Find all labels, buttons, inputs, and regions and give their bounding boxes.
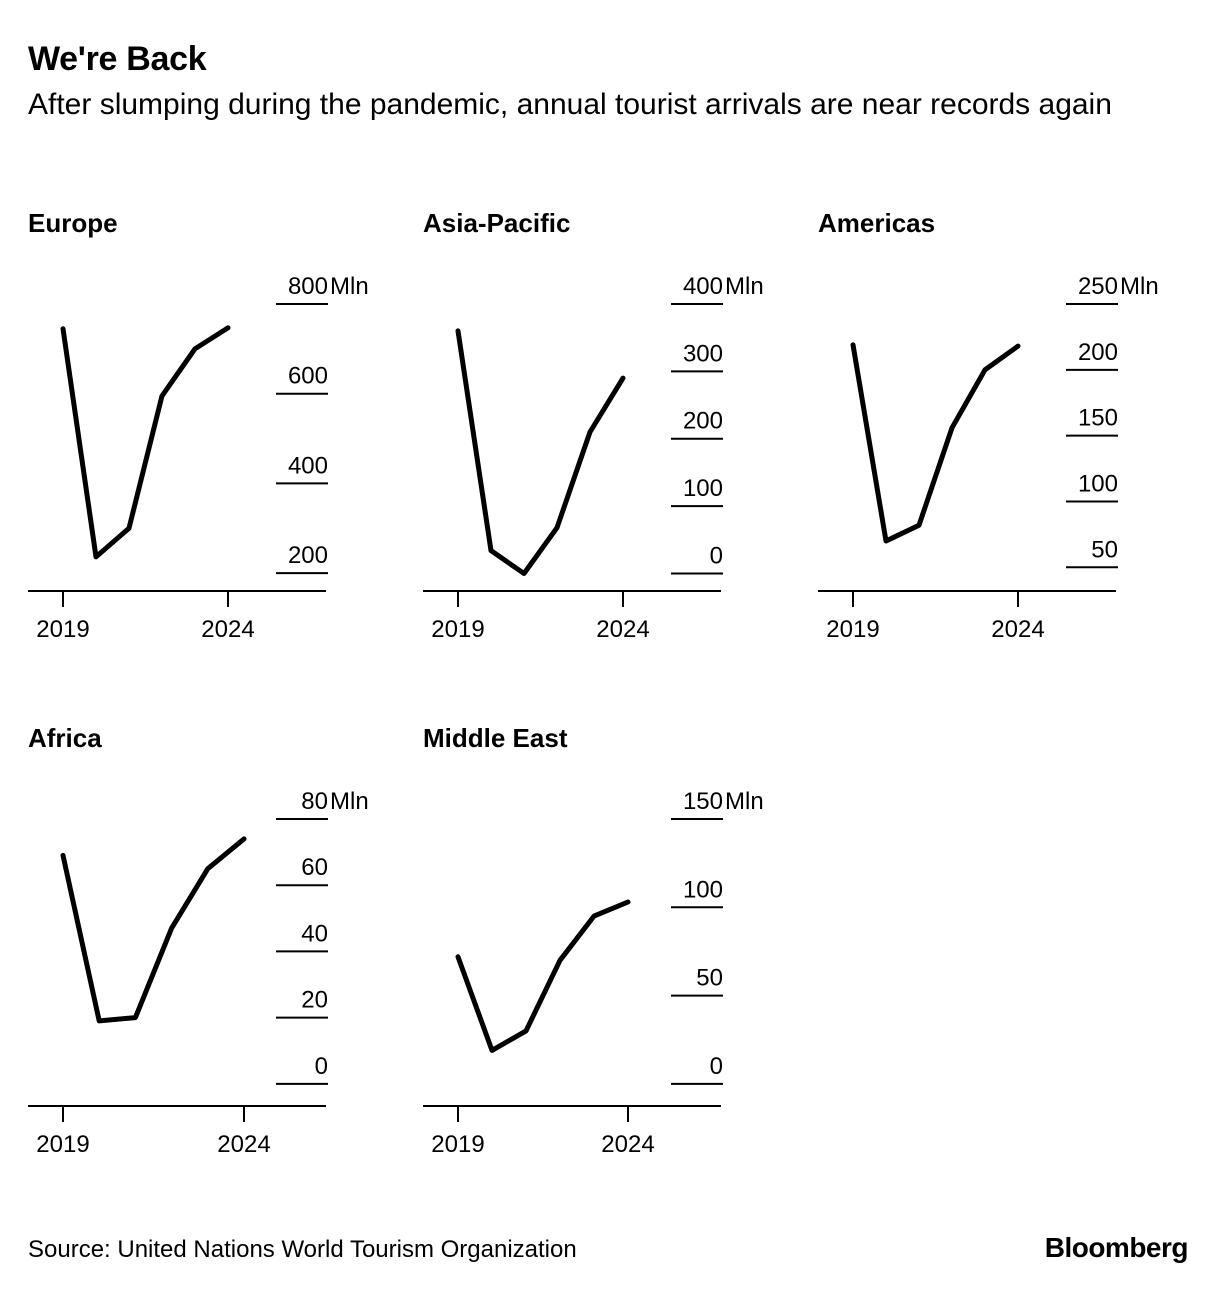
series-line [60,836,247,1024]
x-tick-label: 2024 [991,616,1044,643]
panel-middle-east: Middle East 0 50 100 150 Mln 2019 2024 [423,723,803,1193]
y-unit-label: Mln [330,273,369,300]
x-tick-label: 2024 [217,1131,270,1158]
y-tick-label: 0 [710,542,723,569]
y-tick-label: 800 [288,273,328,300]
y-tick-label: 50 [696,965,723,992]
y-unit-label: Mln [725,788,764,815]
y-tick-label: 400 [288,452,328,479]
panel-title: Asia-Pacific [423,208,571,238]
panel-africa: Africa 0 20 40 60 80 Mln 2019 2024 [28,723,408,1193]
panel-americas: Americas 50 100 150 200 250 Mln 2019 2024 [818,208,1198,678]
y-tick-label: 0 [315,1053,328,1080]
y-tick-label: 250 [1078,273,1118,300]
panel-title: Americas [818,208,936,238]
series-line [850,342,1021,544]
line-chart: 200 400 600 800 Mln 2019 2024 [28,273,369,643]
series-line [60,325,231,560]
y-tick-label: 60 [301,854,328,881]
x-tick-label: 2019 [431,1131,484,1158]
y-tick-label: 0 [710,1053,723,1080]
line-chart: 50 100 150 200 250 Mln 2019 2024 [818,273,1159,643]
y-unit-label: Mln [1120,273,1159,300]
chart-subtitle: After slumping during the pandemic, annu… [28,88,1112,121]
panel-europe: Europe 200 400 600 800 Mln 2019 2024 [28,208,408,678]
panel-title: Africa [28,723,102,753]
y-tick-label: 20 [301,987,328,1014]
x-tick-label: 2019 [36,1131,89,1158]
x-tick-label: 2019 [36,616,89,643]
panel-asia-pacific: Asia-Pacific 0 100 200 300 400 Mln 2019 2024 [423,208,803,678]
x-tick-label: 2019 [826,616,879,643]
y-tick-label: 150 [1078,405,1118,432]
source-note: Source: United Nations World Tourism Org… [28,1236,577,1263]
y-unit-label: Mln [330,788,369,815]
x-tick-label: 2024 [596,616,649,643]
y-tick-label: 80 [301,788,328,815]
series-line [455,899,631,1053]
y-tick-label: 40 [301,920,328,947]
x-tick-label: 2024 [201,616,254,643]
y-tick-label: 100 [1078,470,1118,497]
y-tick-label: 200 [683,408,723,435]
y-tick-label: 600 [288,363,328,390]
y-tick-label: 300 [683,340,723,367]
y-tick-label: 400 [683,273,723,300]
y-tick-label: 100 [683,876,723,903]
y-tick-label: 200 [1078,339,1118,366]
chart-title: We're Back [28,40,207,78]
y-unit-label: Mln [725,273,764,300]
line-chart: 0 20 40 60 80 Mln 2019 2024 [28,788,369,1158]
y-tick-label: 100 [683,475,723,502]
y-tick-label: 200 [288,542,328,569]
panel-title: Europe [28,208,118,238]
line-chart: 0 50 100 150 Mln 2019 2024 [423,788,764,1158]
line-chart: 0 100 200 300 400 Mln 2019 2024 [423,273,764,643]
x-tick-label: 2024 [601,1131,654,1158]
panel-title: Middle East [423,723,568,753]
y-tick-label: 50 [1091,536,1118,563]
bloomberg-logo: Bloomberg [1044,1232,1189,1263]
series-line [455,328,626,576]
x-tick-label: 2019 [431,616,484,643]
y-tick-label: 150 [683,788,723,815]
